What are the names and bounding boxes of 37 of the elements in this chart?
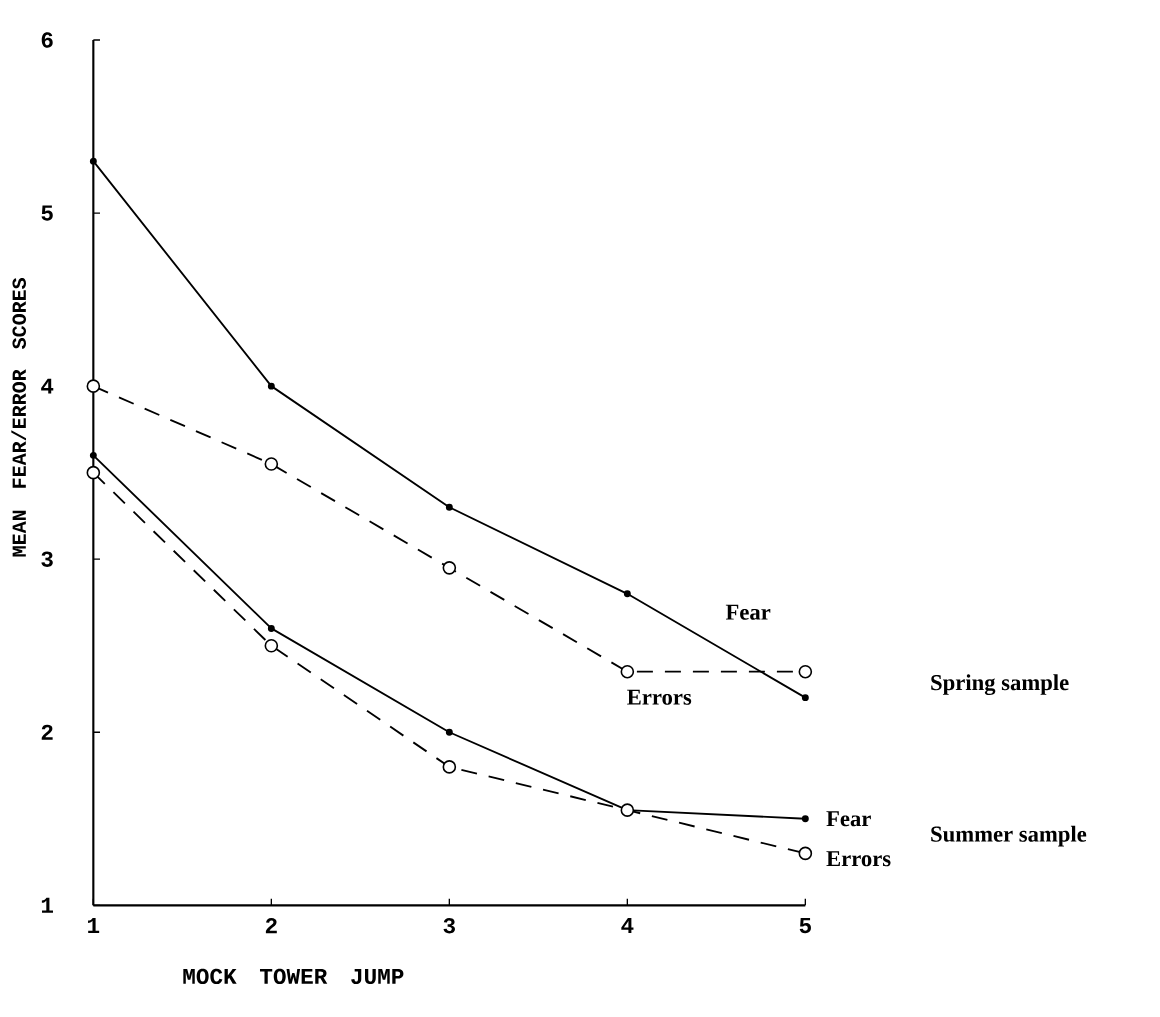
point [801, 815, 809, 823]
point [798, 846, 813, 861]
y-tick-label: 2 [41, 724, 53, 740]
point [267, 624, 275, 632]
series-label: Errors [826, 851, 891, 867]
text: Summer sample [931, 825, 1087, 847]
point [267, 382, 275, 390]
point [89, 451, 97, 459]
x-tick-label: 2 [265, 917, 277, 934]
point [89, 157, 97, 165]
y-tick-label: 1 [41, 897, 53, 913]
point [623, 590, 631, 598]
point [86, 465, 101, 480]
x-tick-label: 5 [799, 917, 811, 934]
series-label: Fear [725, 604, 771, 620]
text: Spring sample [931, 674, 1069, 695]
y-tick-label: 5 [41, 205, 53, 221]
x-tick-label: 3 [443, 917, 455, 934]
point [801, 694, 809, 701]
x-axis-title: MOCK TOWER JUMP [183, 968, 404, 984]
y-tick-label: 6 [41, 32, 53, 48]
series-label: Fear [826, 811, 871, 827]
x-tick-label: 4 [621, 917, 634, 933]
y-tick-label: 4 [41, 378, 54, 394]
y-tick-label: 3 [41, 551, 53, 567]
series-label: Errors [627, 689, 692, 705]
point [264, 457, 279, 471]
point [264, 638, 279, 653]
point [620, 664, 635, 679]
point [445, 728, 453, 736]
point [86, 379, 101, 393]
y-axis-title: MEAN FEAR/ERROR SCORES [11, 277, 27, 557]
point [445, 503, 453, 511]
x-tick-label: 1 [88, 917, 100, 933]
point [442, 759, 457, 774]
point [442, 560, 457, 575]
point [798, 664, 813, 679]
